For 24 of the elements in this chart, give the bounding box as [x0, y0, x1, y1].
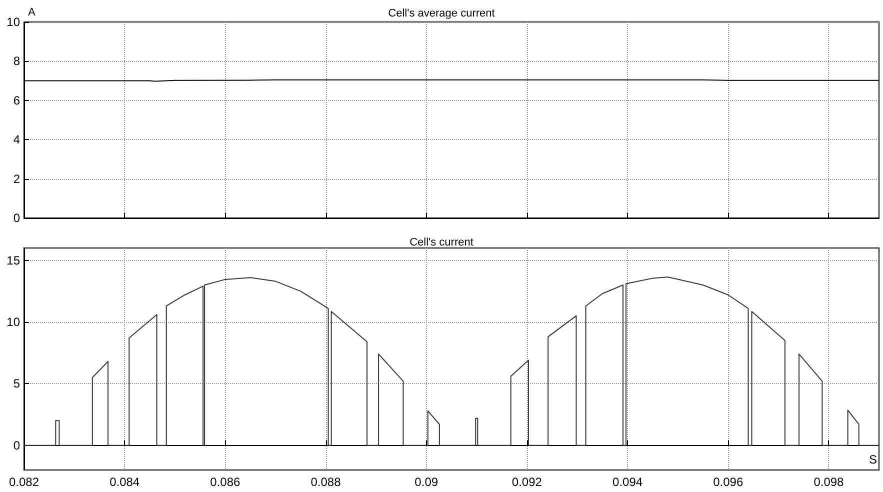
- chart-title: Cell's current: [410, 236, 474, 248]
- y-tick-label: 2: [13, 172, 20, 186]
- y-tick-label: 0: [13, 211, 20, 225]
- x-tick-label: 0.09: [414, 475, 438, 489]
- x-tick-label: 0.082: [8, 475, 40, 489]
- y-tick-label: 6: [13, 93, 20, 108]
- x-tick-label: 0.092: [512, 475, 542, 489]
- y-tick-label: 10: [6, 315, 20, 329]
- x-tick-label: 0.094: [612, 475, 643, 489]
- y-axis-title: A: [28, 6, 36, 18]
- y-tick-label: 5: [13, 376, 20, 391]
- y-tick-label: 4: [13, 132, 20, 147]
- x-tick-label: 0.098: [814, 475, 844, 489]
- x-tick-label: 0.086: [210, 475, 241, 489]
- chart-title: Cell's average current: [388, 8, 495, 20]
- y-tick-label: 0: [13, 438, 20, 452]
- x-tick-label: 0.096: [713, 475, 744, 489]
- y-tick-label: 8: [13, 54, 20, 68]
- line-series: [24, 276, 880, 446]
- y-tick-label: 15: [6, 253, 20, 268]
- x-axis-title: S: [869, 452, 878, 466]
- y-tick-label: 10: [6, 15, 20, 29]
- x-tick-label: 0.084: [110, 475, 140, 489]
- x-tick-label: 0.088: [310, 475, 342, 489]
